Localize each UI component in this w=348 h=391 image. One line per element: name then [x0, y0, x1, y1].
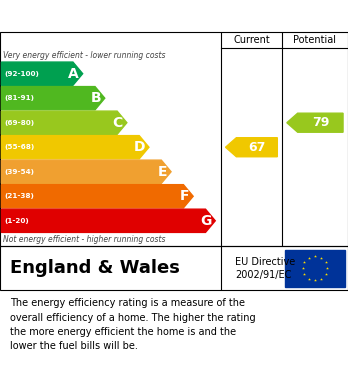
Text: (81-91): (81-91): [4, 95, 34, 101]
Polygon shape: [1, 62, 83, 85]
Text: 79: 79: [312, 116, 329, 129]
Text: (1-20): (1-20): [4, 218, 29, 224]
Text: G: G: [200, 214, 212, 228]
Text: (69-80): (69-80): [4, 120, 34, 126]
Text: B: B: [90, 91, 101, 105]
Polygon shape: [1, 209, 215, 232]
Polygon shape: [287, 113, 343, 132]
Bar: [285, 250, 345, 287]
Text: EU Directive
2002/91/EC: EU Directive 2002/91/EC: [235, 256, 295, 280]
Text: F: F: [179, 189, 189, 203]
Text: E: E: [157, 165, 167, 179]
Text: The energy efficiency rating is a measure of the
overall efficiency of a home. T: The energy efficiency rating is a measur…: [10, 298, 256, 352]
Polygon shape: [1, 185, 193, 208]
Polygon shape: [1, 86, 105, 110]
Text: C: C: [113, 116, 123, 130]
Text: (55-68): (55-68): [4, 144, 34, 150]
Text: (21-38): (21-38): [4, 193, 34, 199]
Polygon shape: [1, 111, 127, 135]
Text: Current: Current: [233, 35, 270, 45]
Text: A: A: [68, 67, 79, 81]
Polygon shape: [1, 136, 149, 159]
Text: Potential: Potential: [293, 35, 337, 45]
Polygon shape: [226, 138, 277, 157]
Text: Energy Efficiency Rating: Energy Efficiency Rating: [10, 8, 239, 26]
Text: England & Wales: England & Wales: [10, 259, 180, 277]
Text: (39-54): (39-54): [4, 169, 34, 175]
Text: 67: 67: [248, 141, 266, 154]
Text: Very energy efficient - lower running costs: Very energy efficient - lower running co…: [3, 50, 166, 59]
Polygon shape: [1, 160, 171, 183]
Text: (92-100): (92-100): [4, 71, 39, 77]
Text: Not energy efficient - higher running costs: Not energy efficient - higher running co…: [3, 235, 166, 244]
Text: D: D: [134, 140, 146, 154]
